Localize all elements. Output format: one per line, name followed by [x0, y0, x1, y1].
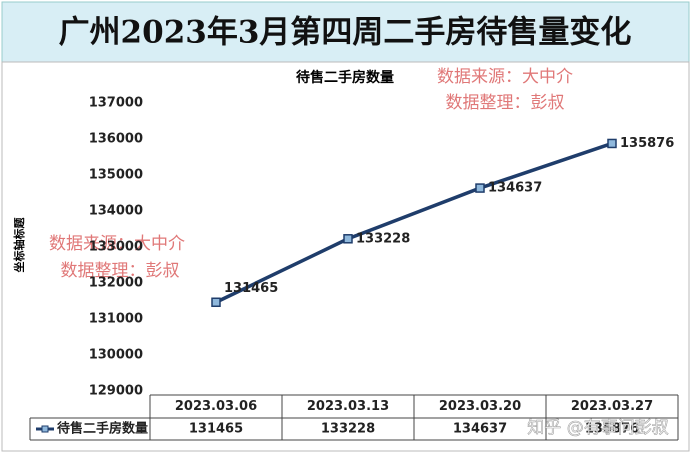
x-tick-label: 2023.03.20	[439, 399, 521, 414]
y-tick-label: 129000	[89, 384, 143, 399]
table-value: 131465	[189, 422, 243, 437]
banner-title: 广州2023年3月第四周二手房待售量变化	[59, 15, 632, 51]
y-tick-label: 134000	[89, 204, 143, 219]
table-value: 135876	[585, 422, 639, 437]
table-value: 133228	[321, 422, 375, 437]
x-tick-label: 2023.03.13	[307, 399, 389, 414]
y-tick-label: 130000	[89, 348, 143, 363]
data-label: 131465	[224, 281, 278, 296]
y-axis-label: 坐标轴标题	[12, 217, 26, 273]
y-tick-label: 133000	[89, 240, 143, 255]
watermark: 数据来源：大中介	[437, 67, 573, 86]
data-label: 134637	[488, 181, 542, 196]
legend-label: 待售二手房数量	[56, 421, 148, 437]
marker	[607, 138, 617, 149]
watermark: 知乎 @有事问彭叔	[527, 418, 668, 438]
watermark: 数据整理：彭叔	[61, 261, 180, 280]
x-tick-label: 2023.03.06	[175, 399, 257, 414]
data-label: 135876	[620, 136, 674, 151]
watermark: 数据整理：彭叔	[446, 93, 565, 112]
data-label: 133228	[356, 231, 410, 246]
table-value: 134637	[453, 422, 507, 437]
banner	[1, 1, 690, 63]
y-tick-label: 136000	[89, 132, 143, 147]
chart-title: 待售二手房数量	[296, 69, 394, 86]
y-tick-label: 135000	[89, 168, 143, 183]
marker	[475, 183, 485, 193]
watermark: 数据来源：大中介	[49, 234, 185, 253]
y-tick-label: 132000	[89, 276, 143, 291]
marker	[343, 234, 353, 244]
x-tick-label: 2023.03.27	[571, 399, 653, 414]
chart-frame	[1, 61, 690, 452]
y-tick-label: 137000	[89, 96, 143, 111]
legend-marker	[41, 425, 49, 433]
line	[215, 141, 613, 304]
y-tick-label: 131000	[89, 312, 143, 327]
marker	[211, 297, 221, 308]
